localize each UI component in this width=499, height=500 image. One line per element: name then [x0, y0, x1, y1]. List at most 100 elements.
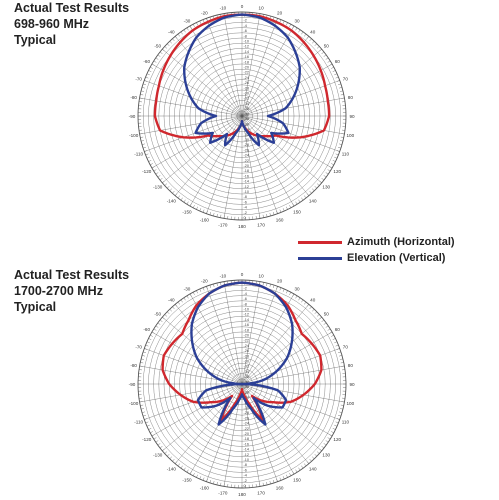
grid-minor-tick	[334, 156, 338, 159]
grid-minor-tick	[331, 66, 334, 69]
angle-tick-label: -130	[153, 185, 163, 190]
grid-minor-tick	[332, 428, 336, 430]
angle-tick-label: -100	[129, 133, 139, 138]
grid-minor-tick	[189, 25, 192, 29]
radial-tick-label: -6	[244, 468, 247, 472]
grid-spoke	[223, 13, 243, 117]
chart-title-low-band: Actual Test Results 698-960 MHz Typical	[14, 0, 129, 48]
grid-minor-tick	[306, 193, 310, 196]
grid-minor-tick	[172, 458, 175, 462]
grid-minor-tick	[323, 443, 327, 446]
radial-tick-label: -2	[244, 19, 247, 23]
grid-minor-tick	[141, 143, 145, 145]
grid-minor-tick	[316, 46, 320, 49]
radial-tick-label: -26	[244, 81, 250, 85]
grid-minor-tick	[189, 471, 192, 475]
grid-minor-tick	[321, 319, 325, 322]
grid-minor-tick	[144, 348, 148, 350]
grid-minor-tick	[202, 209, 205, 213]
grid-minor-tick	[186, 201, 189, 205]
grid-spoke	[241, 115, 261, 219]
radial-tick-label: -14	[244, 318, 250, 322]
grid-minor-tick	[213, 283, 215, 287]
grid-minor-tick	[335, 344, 339, 347]
grid-spoke	[241, 115, 309, 196]
grid-minor-tick	[339, 143, 343, 145]
grid-spoke	[241, 281, 261, 385]
radial-tick-label: -36	[244, 122, 250, 126]
grid-minor-tick	[146, 341, 150, 344]
grid-minor-tick	[339, 355, 343, 357]
grid-spoke	[241, 115, 322, 183]
grid-minor-tick	[159, 178, 163, 181]
grid-minor-tick	[169, 41, 172, 44]
radial-tick-label: -14	[244, 50, 250, 54]
angle-tick-label: 0	[241, 4, 244, 9]
angle-tick-label: 180	[238, 492, 246, 497]
grid-minor-tick	[337, 415, 341, 417]
angle-tick-label: 50	[324, 311, 330, 316]
radial-tick-label: -28	[244, 143, 250, 147]
grid-minor-tick	[341, 97, 345, 99]
series-line-elevation	[183, 13, 301, 147]
grid-minor-tick	[213, 481, 215, 485]
grid-minor-tick	[144, 150, 148, 152]
grid-spoke	[241, 13, 261, 117]
grid-minor-tick	[146, 73, 150, 76]
grid-minor-tick	[148, 160, 152, 162]
grid-minor-tick	[153, 169, 157, 172]
grid-minor-tick	[259, 215, 261, 219]
grid-minor-tick	[304, 195, 307, 199]
grid-minor-tick	[180, 197, 183, 201]
grid-minor-tick	[140, 136, 144, 138]
grid-minor-tick	[279, 287, 282, 291]
grid-minor-tick	[209, 211, 211, 215]
angle-tick-label: -110	[134, 152, 143, 157]
grid-minor-tick	[319, 180, 322, 184]
radial-tick-label: -20	[244, 432, 250, 436]
grid-minor-tick	[216, 481, 218, 485]
grid-minor-tick	[323, 175, 327, 178]
grid-minor-tick	[298, 467, 301, 471]
grid-minor-tick	[279, 19, 282, 23]
radial-tick-label: -10	[244, 190, 250, 194]
angle-tick-label: 20	[277, 279, 283, 284]
grid-minor-tick	[295, 27, 298, 31]
radial-tick-label: -38	[244, 380, 250, 384]
grid-minor-tick	[141, 408, 145, 410]
angle-tick-label: -90	[129, 114, 136, 119]
angle-tick-label: -80	[130, 95, 137, 100]
grid-minor-tick	[336, 348, 340, 350]
grid-minor-tick	[186, 295, 189, 299]
grid-spoke	[162, 317, 243, 385]
grid-minor-tick	[331, 163, 334, 166]
grid-minor-tick	[298, 199, 301, 203]
grid-spoke	[241, 115, 295, 207]
grid-spoke	[241, 383, 295, 475]
grid-minor-tick	[186, 27, 189, 31]
grid-minor-tick	[337, 351, 341, 353]
grid-minor-tick	[323, 54, 327, 57]
grid-minor-tick	[327, 60, 331, 63]
grid-minor-tick	[155, 57, 159, 60]
grid-minor-tick	[180, 31, 183, 35]
grid-minor-tick	[186, 469, 189, 473]
grid-minor-tick	[143, 351, 147, 353]
angle-tick-label: 110	[342, 420, 350, 425]
angle-tick-label: 90	[349, 382, 355, 387]
angle-tick-label: 20	[277, 11, 283, 16]
grid-minor-tick	[327, 169, 331, 172]
grid-minor-tick	[206, 478, 208, 482]
radial-tick-label: -8	[244, 195, 247, 199]
radial-tick-label: -32	[244, 97, 250, 101]
angle-tick-label: -170	[218, 490, 228, 495]
grid-spoke	[175, 36, 243, 117]
angle-tick-label: 10	[259, 6, 265, 11]
grid-minor-tick	[282, 20, 285, 24]
legend-label-azimuth: Azimuth (Horizontal)	[347, 236, 455, 248]
grid-minor-tick	[334, 341, 338, 344]
grid-minor-tick	[292, 471, 295, 475]
grid-minor-tick	[139, 97, 143, 99]
radial-tick-label: -6	[244, 29, 247, 33]
grid-spoke	[162, 115, 243, 183]
